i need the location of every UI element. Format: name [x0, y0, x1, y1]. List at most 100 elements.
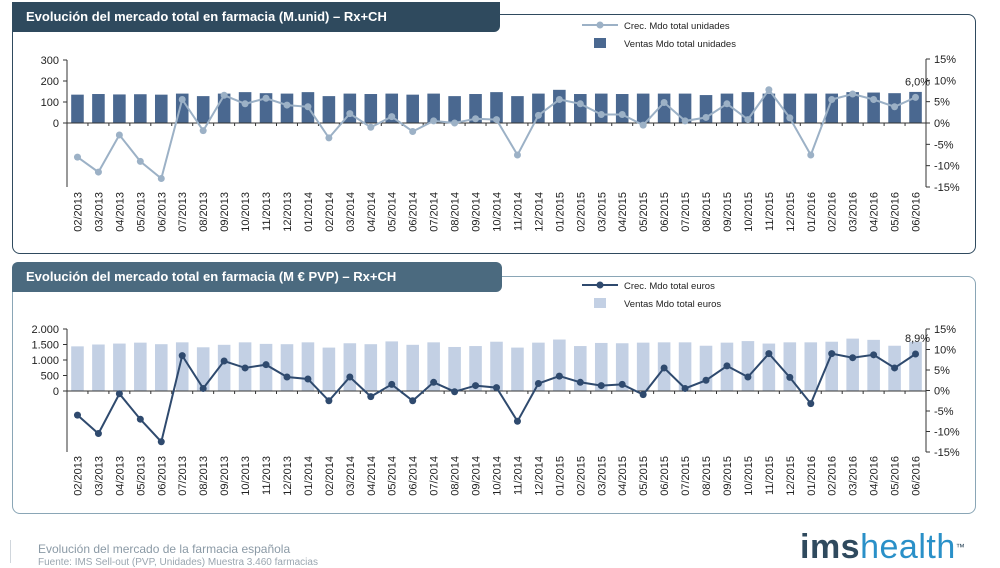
bar — [196, 96, 210, 123]
category-label: 04/2014 — [366, 192, 378, 232]
growth-point — [534, 380, 542, 388]
bar — [511, 96, 524, 123]
growth-point — [199, 127, 207, 135]
right-tick-label: -10% — [934, 427, 960, 439]
category-label: 06/2014 — [408, 192, 420, 232]
growth-point — [115, 131, 123, 139]
category-label: 03/2013 — [93, 192, 105, 232]
footer-title: Evolución del mercado de la farmacia esp… — [38, 542, 291, 556]
category-label: 10/2015 — [743, 456, 755, 496]
growth-point — [681, 384, 689, 392]
bar — [154, 344, 168, 391]
bar — [427, 93, 440, 123]
left-tick-label: 200 — [41, 76, 59, 88]
growth-point — [702, 376, 710, 384]
left-tick-label: 1.500 — [31, 340, 59, 352]
growth-point — [744, 116, 752, 124]
category-label: 05/2013 — [135, 192, 147, 232]
growth-point — [73, 411, 81, 419]
bar — [113, 343, 126, 391]
category-label: 04/2013 — [114, 456, 126, 496]
category-label: 07/2013 — [177, 192, 189, 232]
growth-point — [870, 351, 878, 359]
growth-point — [597, 110, 605, 118]
category-label: 10/2015 — [743, 192, 755, 232]
bar — [196, 347, 210, 391]
last-value-annotation: 8,9% — [905, 333, 930, 345]
legend-line-label: Crec. Mdo total unidades — [624, 21, 730, 32]
growth-point — [262, 361, 270, 369]
category-label: 05/2016 — [890, 192, 902, 232]
category-label: 02/2014 — [324, 192, 336, 232]
category-label: 12/2013 — [282, 192, 294, 232]
growth-point — [220, 91, 228, 99]
category-label: 09/2013 — [219, 192, 231, 232]
category-label: 02/2015 — [575, 192, 587, 232]
growth-point — [870, 96, 878, 104]
growth-point — [786, 114, 794, 122]
bar — [427, 342, 440, 391]
category-label: 01/2014 — [303, 192, 315, 232]
category-label: 04/2013 — [114, 192, 126, 232]
bar — [867, 339, 880, 391]
growth-point — [828, 350, 836, 358]
growth-point — [136, 415, 144, 423]
growth-point — [912, 93, 920, 101]
category-label: 03/2015 — [596, 192, 608, 232]
category-label: 08/2015 — [701, 192, 713, 232]
bar — [385, 341, 399, 391]
footer-divider — [10, 540, 11, 563]
growth-point — [451, 119, 459, 127]
bar — [657, 93, 671, 123]
growth-point — [723, 362, 731, 370]
growth-point — [912, 350, 920, 358]
growth-point — [73, 153, 81, 161]
bar — [406, 94, 419, 123]
growth-point — [493, 116, 500, 124]
right-tick-label: -15% — [934, 447, 960, 459]
growth-point — [555, 372, 563, 380]
growth-point — [157, 438, 165, 446]
bar — [511, 347, 524, 391]
left-tick-label: 100 — [41, 97, 59, 109]
growth-point — [430, 378, 438, 386]
category-label: 10/2014 — [492, 192, 504, 232]
category-label: 06/2016 — [911, 192, 923, 232]
chart-title-euros: Evolución del mercado total en farmacia … — [12, 262, 502, 292]
growth-point — [891, 103, 899, 111]
left-tick-label: 1.000 — [31, 355, 59, 367]
category-label: 08/2014 — [450, 192, 462, 232]
growth-point — [555, 96, 563, 104]
logo-tm: ™ — [955, 542, 966, 552]
bar — [154, 94, 168, 123]
right-tick-label: 0% — [934, 386, 950, 398]
bar — [217, 344, 231, 391]
bar — [574, 94, 587, 123]
bar — [741, 341, 755, 391]
legend-line-marker — [596, 281, 604, 289]
right-tick-label: -10% — [934, 161, 960, 173]
bar — [259, 93, 273, 123]
category-label: 01/2016 — [806, 456, 818, 496]
growth-point — [325, 134, 333, 142]
growth-point — [346, 110, 354, 118]
right-tick-label: -5% — [934, 139, 954, 151]
right-tick-label: 15% — [934, 324, 956, 336]
category-label: 06/2016 — [911, 456, 923, 496]
category-label: 04/2015 — [617, 456, 629, 496]
category-label: 11/2015 — [764, 192, 776, 231]
category-label: 09/2014 — [471, 192, 483, 232]
bar — [71, 346, 84, 391]
right-tick-label: 5% — [934, 365, 950, 377]
bar — [322, 96, 336, 123]
category-label: 06/2014 — [408, 456, 420, 496]
category-label: 11/2014 — [512, 456, 524, 495]
growth-point — [660, 364, 668, 372]
category-label: 07/2014 — [429, 192, 441, 232]
growth-point — [849, 90, 857, 98]
bar — [134, 342, 147, 391]
category-label: 09/2013 — [219, 456, 231, 496]
bar — [175, 342, 189, 391]
bar — [532, 342, 545, 391]
